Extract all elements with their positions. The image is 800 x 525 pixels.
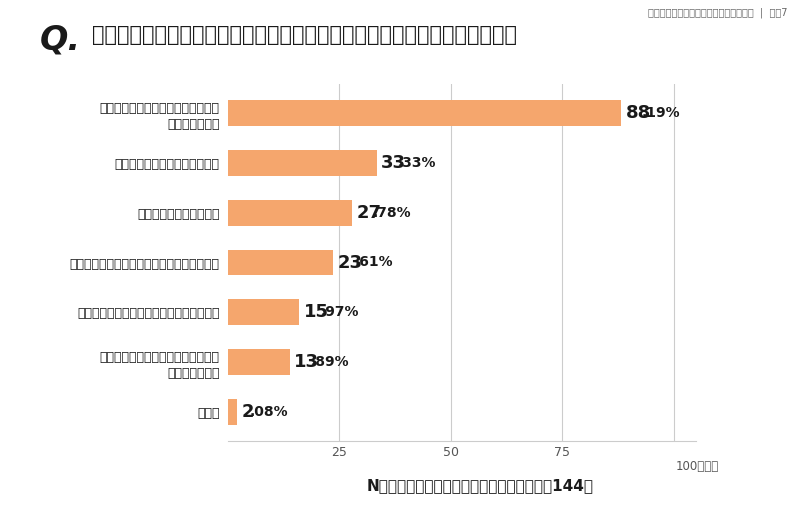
Text: 2: 2 <box>242 403 254 421</box>
Text: .78%: .78% <box>373 206 411 220</box>
Text: 27: 27 <box>356 204 382 222</box>
Text: .89%: .89% <box>311 355 350 369</box>
Text: .97%: .97% <box>320 305 358 319</box>
Bar <box>228 399 238 425</box>
Bar <box>228 299 299 325</box>
Text: 23: 23 <box>338 254 362 271</box>
Text: .61%: .61% <box>354 256 393 269</box>
Text: .19%: .19% <box>642 106 681 120</box>
Text: .08%: .08% <box>250 405 289 419</box>
Text: 15: 15 <box>304 303 329 321</box>
Text: 88: 88 <box>626 104 650 122</box>
Text: 33: 33 <box>381 154 406 172</box>
Text: 13: 13 <box>294 353 319 371</box>
Bar <box>228 249 334 276</box>
Bar <box>228 100 621 126</box>
Text: お子さまと一緒にバレンタイン行事を行う理由は何ですか？（複数回答可）: お子さまと一緒にバレンタイン行事を行う理由は何ですか？（複数回答可） <box>92 25 517 45</box>
Bar <box>228 200 352 226</box>
Text: Q.: Q. <box>40 24 81 57</box>
Bar <box>228 150 377 176</box>
Text: 100（％）: 100（％） <box>676 460 719 473</box>
Text: バレンタインに関する保護者の実態調査  |  資料7: バレンタインに関する保護者の実態調査 | 資料7 <box>649 8 788 18</box>
Text: .33%: .33% <box>398 156 436 170</box>
Bar <box>228 349 290 375</box>
Text: N＝バレンタイン行事を家庭で行うと答えた144人: N＝バレンタイン行事を家庭で行うと答えた144人 <box>366 478 594 494</box>
